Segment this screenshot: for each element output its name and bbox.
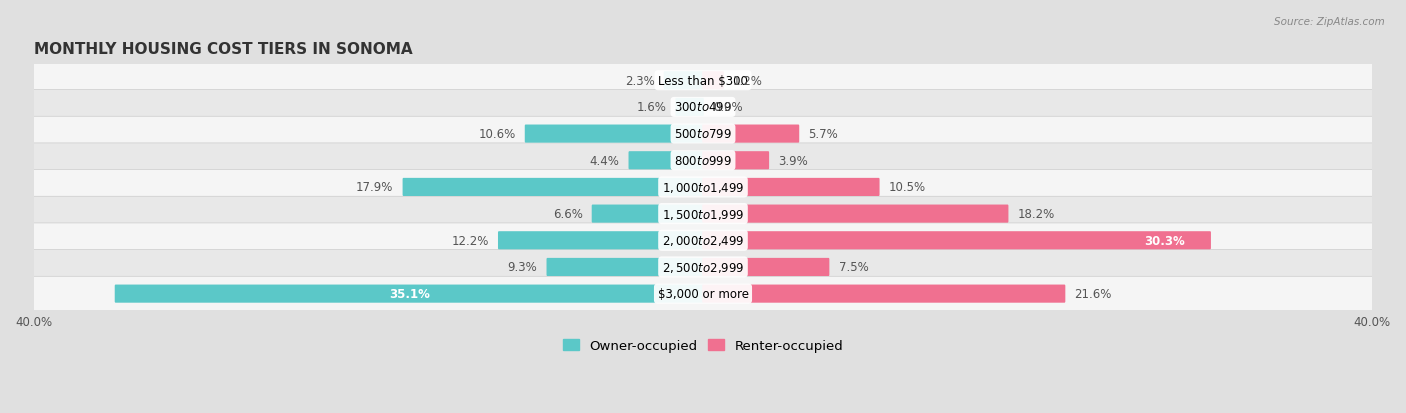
Text: 0.0%: 0.0%	[713, 101, 742, 114]
FancyBboxPatch shape	[702, 178, 880, 197]
Text: 1.6%: 1.6%	[637, 101, 666, 114]
Text: 12.2%: 12.2%	[451, 234, 489, 247]
Text: Less than $300: Less than $300	[658, 75, 748, 88]
Text: 3.9%: 3.9%	[779, 154, 808, 167]
Text: 7.5%: 7.5%	[838, 261, 869, 274]
Text: Source: ZipAtlas.com: Source: ZipAtlas.com	[1274, 17, 1385, 26]
Text: $2,000 to $2,499: $2,000 to $2,499	[662, 234, 744, 248]
FancyBboxPatch shape	[547, 258, 704, 276]
FancyBboxPatch shape	[524, 125, 704, 143]
Text: $1,000 to $1,499: $1,000 to $1,499	[662, 180, 744, 195]
Text: 10.6%: 10.6%	[478, 128, 516, 141]
FancyBboxPatch shape	[498, 232, 704, 250]
FancyBboxPatch shape	[22, 277, 1384, 311]
FancyBboxPatch shape	[22, 223, 1384, 258]
Legend: Owner-occupied, Renter-occupied: Owner-occupied, Renter-occupied	[558, 334, 848, 357]
FancyBboxPatch shape	[22, 117, 1384, 152]
FancyBboxPatch shape	[702, 258, 830, 276]
FancyBboxPatch shape	[402, 178, 704, 197]
Text: $500 to $799: $500 to $799	[673, 128, 733, 141]
FancyBboxPatch shape	[592, 205, 704, 223]
Text: 2.3%: 2.3%	[624, 75, 654, 88]
Text: 10.5%: 10.5%	[889, 181, 927, 194]
Text: 6.6%: 6.6%	[553, 208, 582, 221]
Text: 5.7%: 5.7%	[808, 128, 838, 141]
Text: $2,500 to $2,999: $2,500 to $2,999	[662, 260, 744, 274]
FancyBboxPatch shape	[22, 170, 1384, 205]
FancyBboxPatch shape	[702, 125, 799, 143]
Text: MONTHLY HOUSING COST TIERS IN SONOMA: MONTHLY HOUSING COST TIERS IN SONOMA	[34, 42, 412, 57]
FancyBboxPatch shape	[702, 232, 1211, 250]
FancyBboxPatch shape	[702, 152, 769, 170]
Text: 1.2%: 1.2%	[733, 75, 763, 88]
Text: $800 to $999: $800 to $999	[673, 154, 733, 167]
Text: 18.2%: 18.2%	[1018, 208, 1054, 221]
Text: 35.1%: 35.1%	[389, 287, 430, 300]
FancyBboxPatch shape	[22, 144, 1384, 178]
FancyBboxPatch shape	[115, 285, 704, 303]
FancyBboxPatch shape	[628, 152, 704, 170]
FancyBboxPatch shape	[702, 205, 1008, 223]
Text: 17.9%: 17.9%	[356, 181, 394, 194]
Text: $300 to $499: $300 to $499	[673, 101, 733, 114]
Text: 4.4%: 4.4%	[589, 154, 619, 167]
FancyBboxPatch shape	[22, 250, 1384, 285]
Text: 30.3%: 30.3%	[1144, 234, 1185, 247]
FancyBboxPatch shape	[702, 72, 724, 90]
Text: $3,000 or more: $3,000 or more	[658, 287, 748, 300]
FancyBboxPatch shape	[22, 64, 1384, 98]
FancyBboxPatch shape	[675, 99, 704, 117]
FancyBboxPatch shape	[664, 72, 704, 90]
Text: 21.6%: 21.6%	[1074, 287, 1112, 300]
FancyBboxPatch shape	[22, 90, 1384, 125]
FancyBboxPatch shape	[22, 197, 1384, 231]
FancyBboxPatch shape	[702, 285, 1066, 303]
Text: $1,500 to $1,999: $1,500 to $1,999	[662, 207, 744, 221]
Text: 9.3%: 9.3%	[508, 261, 537, 274]
